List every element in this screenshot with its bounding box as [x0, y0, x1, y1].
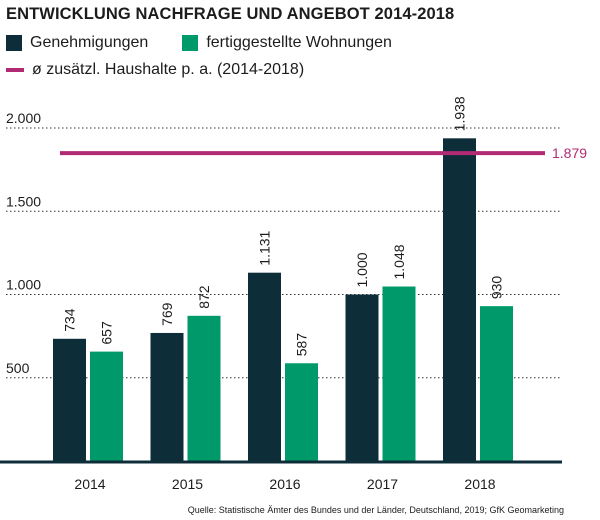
bar-fertiggestellte-2017 — [382, 286, 416, 461]
x-tick-label: 2014 — [74, 476, 105, 492]
reference-line-label: 1.879 — [552, 145, 587, 161]
legend-swatch-fertiggestellte — [182, 35, 199, 51]
data-label: 734 — [62, 308, 78, 332]
bar-fertiggestellte-2018 — [480, 306, 513, 461]
data-label: 1.131 — [257, 230, 273, 265]
x-tick-label: 2015 — [172, 476, 203, 492]
bar-genehmigungen-2016 — [248, 272, 281, 461]
bar-genehmigungen-2017 — [345, 294, 379, 461]
y-tick-label: 2.000 — [6, 110, 41, 126]
bar-fertiggestellte-2014 — [90, 351, 123, 461]
y-tick-label: 500 — [6, 360, 30, 376]
data-label: 1.048 — [391, 244, 407, 279]
bar-fertiggestellte-2015 — [187, 315, 221, 461]
legend: Genehmigungen fertiggestellte Wohnungen — [6, 33, 426, 53]
bar-genehmigungen-2018 — [443, 138, 476, 461]
data-label: 1.938 — [452, 96, 468, 131]
legend-label-haushalte: ø zusätzl. Haushalte p. a. (2014-2018) — [32, 61, 305, 78]
x-tick-label: 2016 — [269, 476, 300, 492]
source-note: Quelle: Statistische Ämter des Bundes un… — [187, 505, 564, 515]
data-label: 930 — [489, 276, 505, 300]
data-label: 587 — [294, 333, 310, 357]
legend-item-genehmigungen: Genehmigungen — [6, 34, 148, 52]
legend-swatch-genehmigungen — [6, 35, 22, 51]
legend-item-fertiggestellte: fertiggestellte Wohnungen — [182, 34, 392, 52]
data-label: 1.000 — [354, 252, 370, 287]
bar-fertiggestellte-2016 — [285, 363, 318, 461]
y-tick-label: 1.500 — [6, 193, 41, 209]
data-label: 657 — [99, 321, 115, 345]
data-label: 872 — [196, 285, 212, 309]
legend-swatch-haushalte — [6, 68, 24, 72]
chart-title: ENTWICKLUNG NACHFRAGE UND ANGEBOT 2014-2… — [6, 5, 455, 23]
x-tick-label: 2017 — [367, 476, 398, 492]
legend-reference: ø zusätzl. Haushalte p. a. (2014-2018) — [6, 60, 304, 80]
x-tick-label: 2018 — [464, 476, 495, 492]
bar-genehmigungen-2015 — [150, 332, 184, 461]
y-tick-label: 1.000 — [6, 277, 41, 293]
data-label: 769 — [159, 302, 175, 326]
legend-label-fertiggestellte: fertiggestellte Wohnungen — [206, 34, 392, 51]
legend-label-genehmigungen: Genehmigungen — [30, 34, 149, 51]
bar-genehmigungen-2014 — [53, 338, 86, 461]
